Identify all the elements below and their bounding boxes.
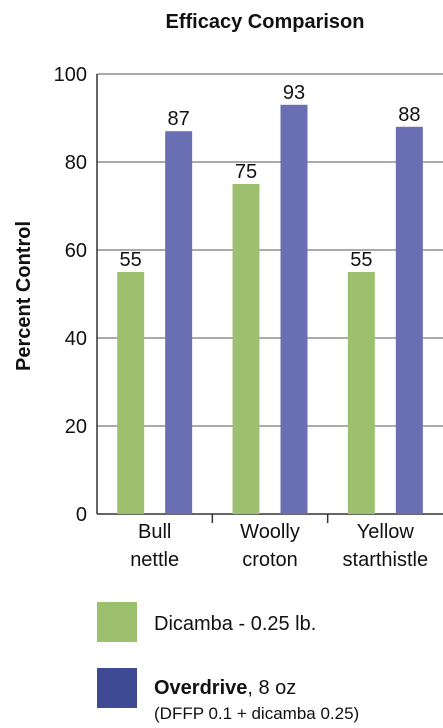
bar-overdrive xyxy=(395,126,423,515)
bar-value-label: 55 xyxy=(120,249,142,271)
grid-lines xyxy=(97,73,443,427)
y-tick-label: 60 xyxy=(65,240,87,262)
y-tick-label: 40 xyxy=(65,328,87,350)
legend: Dicamba - 0.25 lb. Overdrive, 8 oz (DFFP… xyxy=(97,602,359,723)
legend-sublabel-overdrive: (DFFP 0.1 + dicamba 0.25) xyxy=(154,704,359,723)
y-tick-label: 80 xyxy=(65,152,87,174)
y-axis-label: Percent Control xyxy=(13,221,35,371)
axes: 0 20 40 60 80 100 xyxy=(54,64,443,526)
bar-value-label: 87 xyxy=(168,108,190,130)
legend-swatch-dicamba xyxy=(97,602,137,642)
category-label: Yellow xyxy=(357,521,415,543)
legend-label-dicamba: Dicamba - 0.25 lb. xyxy=(154,613,316,635)
bar-dicamba xyxy=(232,184,260,514)
bar-dicamba xyxy=(117,272,145,514)
bar-value-label: 88 xyxy=(398,104,420,126)
category-label: croton xyxy=(242,549,298,571)
bar-dicamba xyxy=(347,272,375,514)
chart-title: Efficacy Comparison xyxy=(166,11,365,33)
bar-value-label: 75 xyxy=(235,161,257,183)
category-label: Woolly xyxy=(240,521,300,543)
bar-value-label: 55 xyxy=(350,249,372,271)
bar-value-label: 93 xyxy=(283,82,305,104)
bar-overdrive xyxy=(280,104,308,515)
data-labels: 55 87 75 93 55 88 xyxy=(120,82,421,271)
legend-label-overdrive-rate: , 8 oz xyxy=(247,677,296,699)
legend-label-overdrive: Overdrive, 8 oz xyxy=(154,677,296,699)
y-tick-label: 100 xyxy=(54,64,87,86)
legend-swatch-overdrive xyxy=(97,668,137,708)
y-tick-label: 0 xyxy=(76,504,87,526)
category-label: nettle xyxy=(130,549,179,571)
category-labels: Bull nettle Woolly croton Yellow starthistle xyxy=(130,521,428,571)
category-label: starthistle xyxy=(343,549,429,571)
category-label: Bull xyxy=(138,521,171,543)
y-tick-label: 20 xyxy=(65,416,87,438)
bars xyxy=(117,104,423,515)
legend-label-overdrive-name: Overdrive xyxy=(154,677,247,699)
bar-overdrive xyxy=(165,131,193,514)
